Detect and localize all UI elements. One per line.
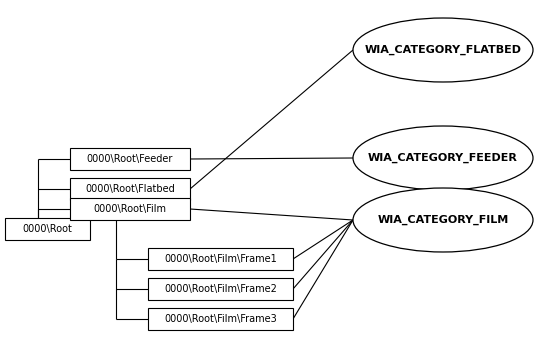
Text: 0000\Root\Film\Frame3: 0000\Root\Film\Frame3 <box>164 314 277 324</box>
Text: 0000\Root\Flatbed: 0000\Root\Flatbed <box>85 184 175 194</box>
FancyBboxPatch shape <box>70 178 190 200</box>
Text: WIA_CATEGORY_FEEDER: WIA_CATEGORY_FEEDER <box>368 153 518 163</box>
Text: 0000\Root\Feeder: 0000\Root\Feeder <box>87 154 173 164</box>
FancyBboxPatch shape <box>70 198 190 220</box>
Text: WIA_CATEGORY_FILM: WIA_CATEGORY_FILM <box>377 215 508 225</box>
Text: 0000\Root\Film\Frame1: 0000\Root\Film\Frame1 <box>164 254 277 264</box>
Text: WIA_CATEGORY_FLATBED: WIA_CATEGORY_FLATBED <box>365 45 521 55</box>
FancyBboxPatch shape <box>148 308 293 330</box>
FancyBboxPatch shape <box>5 218 90 240</box>
Text: 0000\Root\Film\Frame2: 0000\Root\Film\Frame2 <box>164 284 277 294</box>
FancyBboxPatch shape <box>148 248 293 270</box>
FancyBboxPatch shape <box>70 148 190 170</box>
Ellipse shape <box>353 188 533 252</box>
Text: 0000\Root\Film: 0000\Root\Film <box>94 204 166 214</box>
Ellipse shape <box>353 18 533 82</box>
Text: 0000\Root: 0000\Root <box>23 224 73 234</box>
FancyBboxPatch shape <box>148 278 293 300</box>
Ellipse shape <box>353 126 533 190</box>
